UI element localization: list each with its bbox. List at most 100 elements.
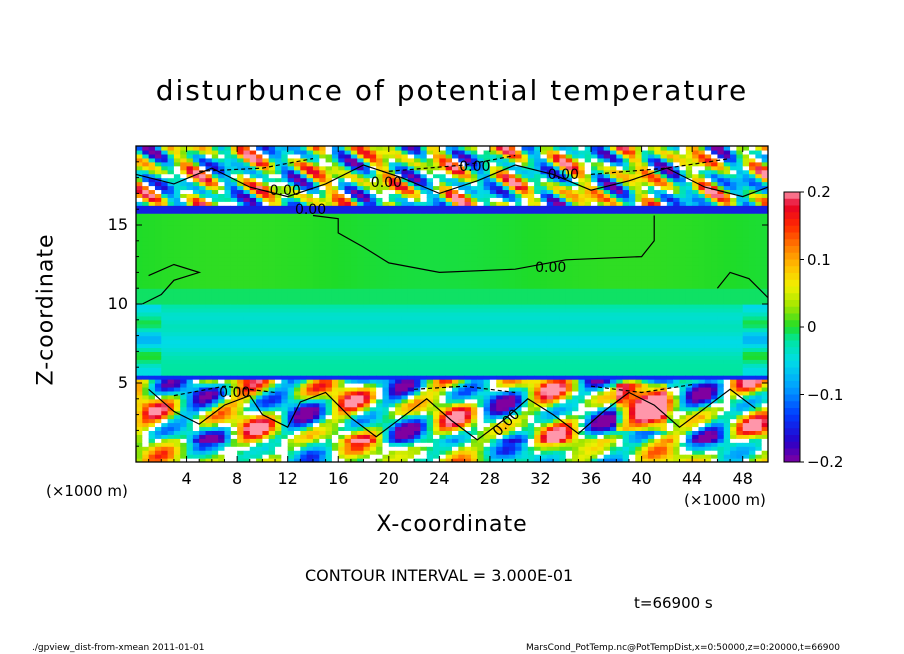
heatmap-cell <box>477 153 485 159</box>
heatmap-cell <box>426 442 434 447</box>
heatmap-cell <box>376 430 384 435</box>
heatmap-cell <box>376 402 384 408</box>
heatmap-cell <box>275 304 282 309</box>
heatmap-cell <box>401 394 409 400</box>
heatmap-cell <box>224 418 232 424</box>
heatmap-cell <box>376 307 384 313</box>
heatmap-cell <box>243 434 251 439</box>
heatmap-cell <box>464 390 472 396</box>
heatmap-cell <box>508 402 516 408</box>
heatmap-cell <box>382 375 390 380</box>
heatmap-cell <box>148 418 156 424</box>
heatmap-cell <box>167 248 175 254</box>
heatmap-cell <box>161 402 169 408</box>
heatmap-cell <box>154 264 162 270</box>
heatmap-cell <box>426 331 434 337</box>
heatmap-cell <box>205 304 213 309</box>
heatmap-cell <box>173 379 181 384</box>
heatmap-cell <box>470 438 478 443</box>
heatmap-cell <box>281 355 289 360</box>
heatmap-cell <box>508 323 516 329</box>
heatmap-cell <box>357 268 365 273</box>
heatmap-cell <box>199 252 207 258</box>
heatmap-cell <box>489 446 497 451</box>
heatmap-cell <box>357 394 365 400</box>
heatmap-cell <box>363 323 371 329</box>
heatmap-cell <box>502 430 510 435</box>
heatmap-cell <box>230 256 238 262</box>
heatmap-cell <box>211 165 219 171</box>
heatmap-cell <box>224 426 232 431</box>
heatmap-cell <box>433 205 440 210</box>
heatmap-cell <box>414 422 421 428</box>
heatmap-cell <box>224 268 232 273</box>
heatmap-cell <box>186 228 194 234</box>
heatmap-cell <box>357 335 365 341</box>
heatmap-cell <box>319 430 327 435</box>
heatmap-cell <box>496 288 504 293</box>
heatmap-cell <box>237 394 245 400</box>
heatmap-cell <box>199 217 207 222</box>
heatmap-cell <box>433 276 440 281</box>
heatmap-cell <box>458 343 466 349</box>
heatmap-cell <box>357 232 365 238</box>
heatmap-cell <box>262 446 270 451</box>
heatmap-cell <box>395 446 403 451</box>
heatmap-cell <box>388 300 396 305</box>
heatmap-cell <box>483 209 491 214</box>
heatmap-cell <box>281 398 289 404</box>
heatmap-cell <box>300 454 308 459</box>
heatmap-cell <box>243 221 251 226</box>
heatmap-cell <box>275 390 282 396</box>
heatmap-cell <box>426 264 434 270</box>
heatmap-cell <box>445 264 453 270</box>
heatmap-cell <box>369 149 377 155</box>
heatmap-cell <box>294 292 301 297</box>
heatmap-cell <box>300 225 308 230</box>
heatmap-cell <box>192 256 200 262</box>
heatmap-cell <box>331 355 339 360</box>
heatmap-cell <box>458 197 466 202</box>
heatmap-cell <box>483 177 491 183</box>
heatmap-cell <box>388 398 396 404</box>
heatmap-cell <box>407 248 415 254</box>
heatmap-cell <box>173 426 181 431</box>
heatmap-cell <box>382 398 390 404</box>
heatmap-cell <box>458 383 466 388</box>
heatmap-cell <box>489 371 497 376</box>
heatmap-cell <box>312 165 320 171</box>
heatmap-cell <box>306 327 314 333</box>
heatmap-cell <box>407 153 415 159</box>
heatmap-cell <box>521 276 529 281</box>
heatmap-cell <box>167 256 175 262</box>
heatmap-cell <box>300 268 308 273</box>
heatmap-cell <box>477 414 485 420</box>
heatmap-cell <box>407 426 415 431</box>
heatmap-cell <box>338 379 346 384</box>
heatmap-cell <box>275 379 282 384</box>
heatmap-cell <box>376 458 384 462</box>
heatmap-cell <box>483 390 491 396</box>
heatmap-cell <box>433 359 440 364</box>
heatmap-cell <box>515 193 523 198</box>
heatmap-cell <box>154 311 162 317</box>
heatmap-cell <box>395 232 403 238</box>
heatmap-cell <box>205 327 213 333</box>
heatmap-cell <box>148 177 156 183</box>
heatmap-cell <box>205 169 213 175</box>
heatmap-cell <box>350 422 358 428</box>
heatmap-cell <box>262 193 270 198</box>
heatmap-cell <box>420 248 428 254</box>
heatmap-cell <box>331 272 339 277</box>
heatmap-cell <box>287 422 295 428</box>
heatmap-cell <box>489 398 497 404</box>
heatmap-cell <box>439 153 447 159</box>
heatmap-cell <box>369 410 377 416</box>
heatmap-cell <box>439 442 447 447</box>
heatmap-cell <box>243 149 251 155</box>
heatmap-cell <box>294 319 301 325</box>
heatmap-cell <box>199 181 207 187</box>
heatmap-cell <box>192 311 200 317</box>
heatmap-cell <box>312 434 320 439</box>
heatmap-cell <box>312 426 320 431</box>
